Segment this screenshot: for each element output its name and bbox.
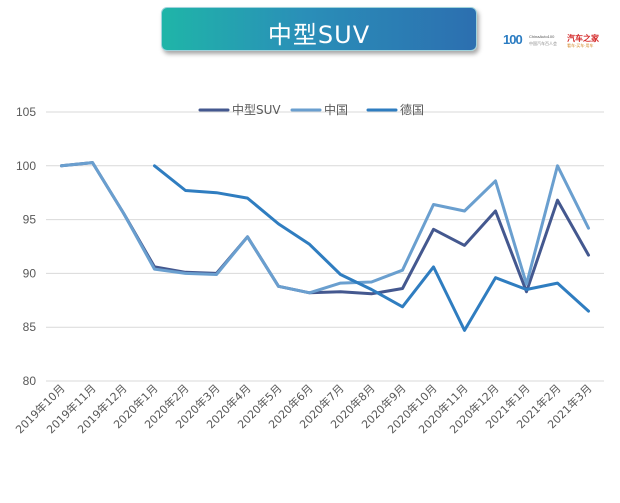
series-line-1 bbox=[60, 161, 590, 295]
legend-label: 中型SUV bbox=[232, 102, 281, 117]
title-banner: 中型SUV bbox=[161, 7, 477, 51]
y-tick-label: 80 bbox=[23, 374, 37, 388]
y-tick-label: 85 bbox=[23, 320, 37, 334]
legend-label: 德国 bbox=[400, 102, 424, 117]
autohome-logo-sub: 看车·买车·用车 bbox=[567, 43, 594, 48]
y-tick-label: 100 bbox=[16, 159, 36, 173]
logo-number: 100 bbox=[503, 32, 523, 47]
series-lines bbox=[60, 161, 590, 332]
x-axis-ticks: 2019年10月2019年11月2019年12月2020年1月2020年2月20… bbox=[12, 381, 594, 436]
y-tick-label: 90 bbox=[23, 266, 37, 280]
logo-sub: 中国汽车百人会 bbox=[529, 41, 557, 46]
logo-caption: ChinaAuto100 bbox=[529, 34, 555, 39]
autohome-logo: 汽车之家 bbox=[567, 34, 599, 43]
legend-label: 中国 bbox=[324, 102, 348, 117]
chart-title: 中型SUV bbox=[267, 21, 371, 49]
series-line-2 bbox=[153, 164, 590, 332]
gridlines bbox=[46, 111, 604, 382]
logo-area: 100 ChinaAuto100 中国汽车百人会 汽车之家 看车·买车·用车 bbox=[503, 32, 613, 54]
y-tick-label: 105 bbox=[16, 105, 36, 119]
y-axis-ticks: 80 85 90 95 100 105 bbox=[16, 105, 36, 388]
legend: 中型SUV 中国 德国 bbox=[198, 102, 424, 117]
y-tick-label: 95 bbox=[23, 213, 37, 227]
